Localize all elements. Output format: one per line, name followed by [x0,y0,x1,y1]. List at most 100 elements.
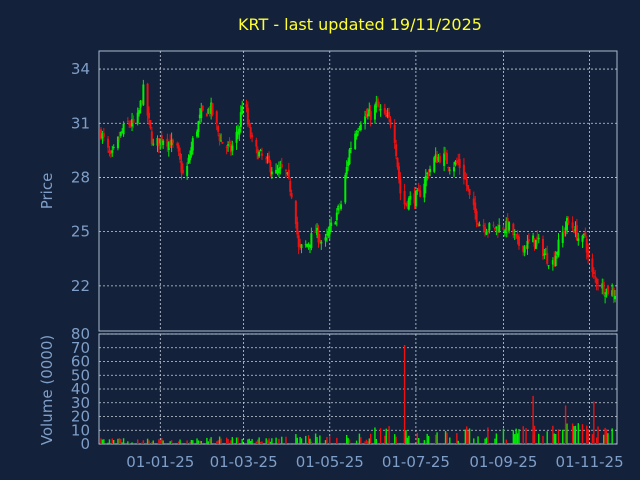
candle-body [436,154,439,163]
candle-body [118,138,121,140]
candle-body [413,193,416,204]
candle-body [423,183,426,198]
volume-bar [456,433,458,444]
candle-body [393,124,396,143]
candle-body [605,288,608,295]
candle-body [433,157,436,172]
candle-body [102,132,105,137]
volume-bar [516,433,519,444]
candle-body [503,230,506,233]
chart-title: KRT - last updated 19/11/2025 [238,15,482,34]
candle-body [249,127,252,138]
volume-bar [141,442,143,444]
candle-body [126,120,129,122]
volume-bar [557,429,560,444]
candle-body [167,142,170,150]
candle-body [108,150,111,154]
volume-y-tick: 60 [71,353,90,371]
candle-body [287,169,290,178]
candle-body [320,241,323,244]
candle-body [100,129,102,139]
candle-body [191,138,194,151]
candle-body [602,281,605,295]
volume-y-tick: 20 [71,408,90,426]
volume-bar [394,434,396,444]
candle-body [437,157,440,161]
volume-axis-label: Volume (0000) [38,335,56,445]
volume-bar [307,435,310,444]
candle-body [207,109,210,114]
price-y-tick: 25 [71,223,90,241]
candle-body [335,212,338,221]
candle-body [176,143,179,146]
volume-bar [189,442,191,444]
volume-bar [336,437,338,444]
candle-body [379,109,382,111]
candle-body [334,222,337,225]
price-y-tick: 22 [71,277,90,295]
volume-bar [257,439,259,444]
candle-body [225,146,228,148]
candle-body [553,257,556,264]
volume-bar [100,438,102,444]
price-y-tick: 34 [71,60,90,78]
volume-bar [604,427,606,444]
volume-bar [255,441,258,444]
volume-bar [186,440,188,444]
volume-bar [426,433,428,444]
candle-body [525,246,528,250]
volume-bar [457,440,459,444]
volume-bar [319,435,321,444]
volume-bar [310,441,313,444]
candle-body [269,161,272,173]
candle-body [227,144,230,146]
candle-body [544,254,547,256]
candle-body [238,128,241,135]
candle-body [386,115,389,117]
candle-body [543,253,546,256]
volume-bar [434,434,437,444]
candle-body [215,111,218,124]
volume-bar [593,401,595,444]
volume-bar [360,437,362,444]
volume-bar [365,439,368,444]
x-tick: 01-09-25 [469,453,537,471]
candle-body [157,138,160,147]
price-y-tick-labels: 22 25 28 31 34 [71,60,90,295]
candle-body [170,139,173,146]
candle-body [266,157,269,159]
volume-bar [111,438,113,444]
volume-bar [200,441,202,444]
volume-bar [281,436,283,444]
volume-bar [423,440,426,444]
candle-body [345,166,348,175]
candle-body [308,244,311,248]
x-tick-labels: 01-01-25 01-03-25 01-05-25 01-07-25 01-09-25… [126,453,623,471]
candle-body [447,167,450,169]
candle-body [179,152,182,160]
volume-bar [405,430,407,444]
candle-body [526,240,529,249]
volume-bar [218,436,221,444]
candle-body [314,230,317,233]
candle-body [614,295,616,300]
candle-body [354,133,357,150]
candle-body [210,102,213,114]
candle-body [424,175,427,187]
candle-body [395,144,398,157]
volume-bar [237,437,239,444]
candle-body [132,119,135,123]
volume-bar [230,440,232,444]
candle-body [146,83,149,116]
volume-bar [121,442,123,444]
candle-body [101,133,104,139]
x-tick: 01-01-25 [126,453,194,471]
candle-body [136,112,139,124]
volume-bar [574,425,577,444]
volume-bar [128,442,130,444]
volume-bar [446,432,448,444]
candle-body [378,106,381,108]
volume-bar [300,438,303,444]
candle-body [197,121,200,133]
